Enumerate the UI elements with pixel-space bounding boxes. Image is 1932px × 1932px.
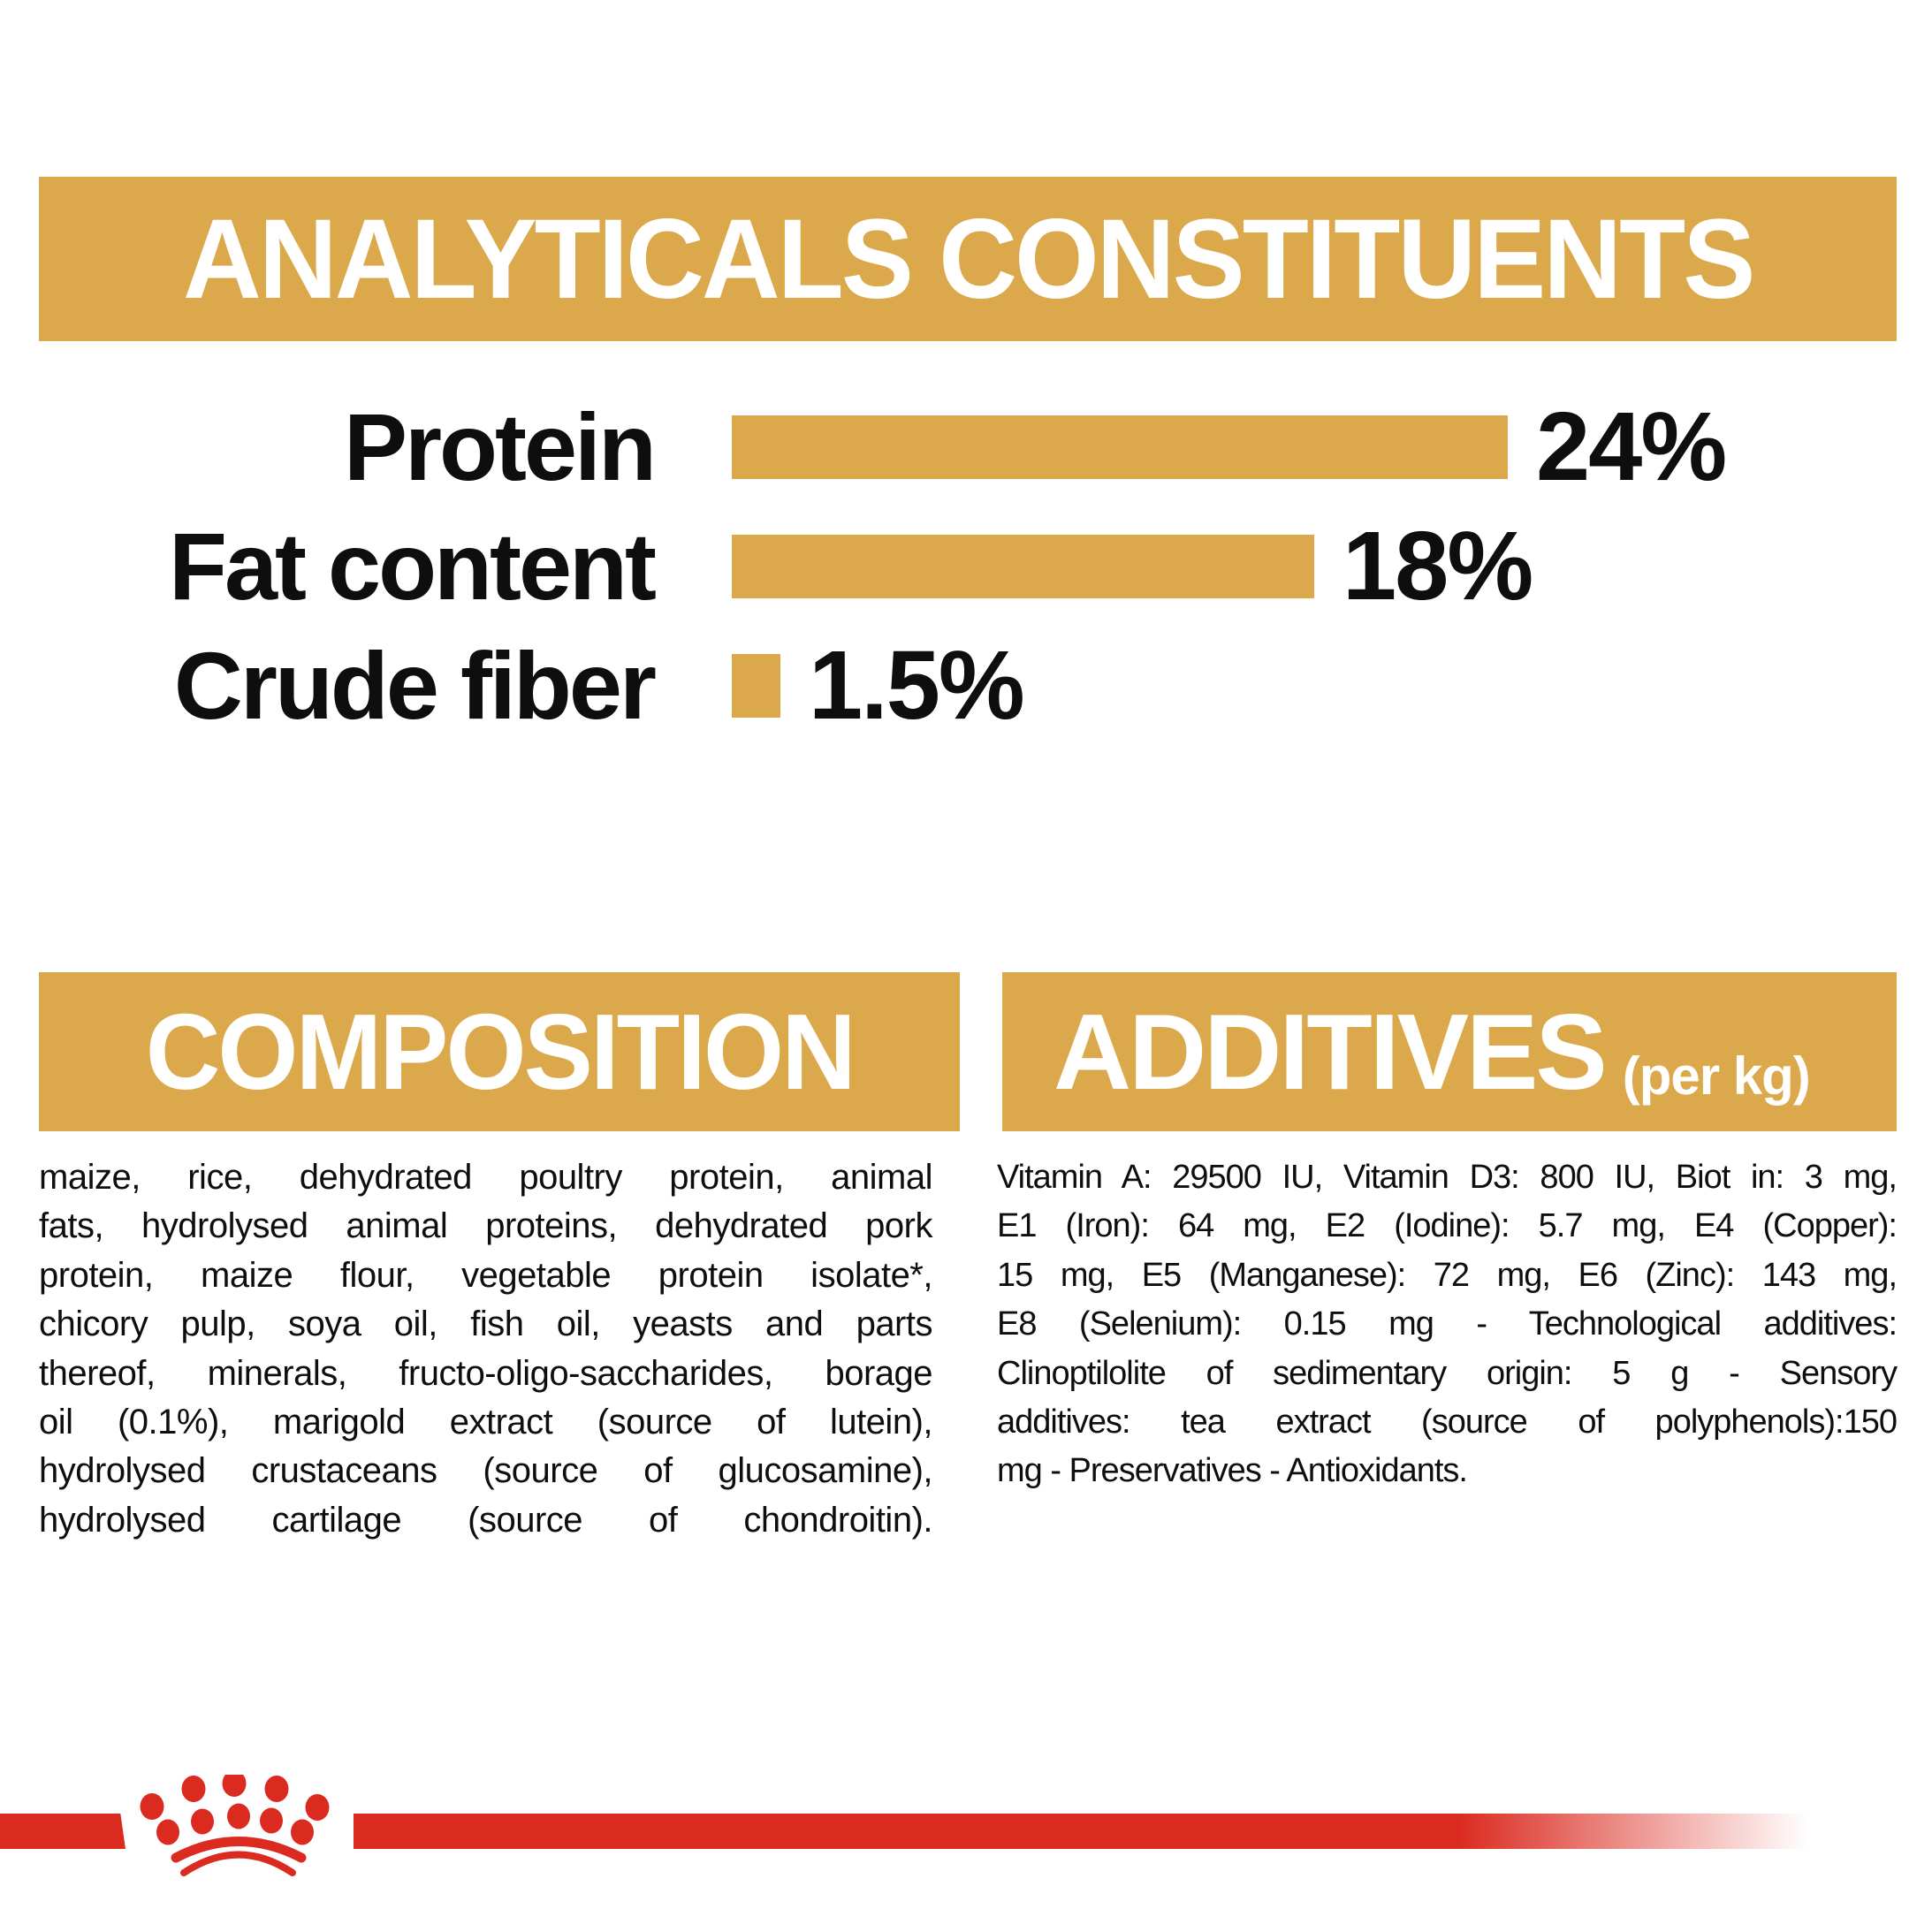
text-line: E1 (Iron): 64 mg, E2 (Iodine): 5.7 mg, E… [997, 1207, 1898, 1245]
composition-title: COMPOSITION [145, 992, 856, 1112]
composition-banner: COMPOSITION [39, 972, 960, 1131]
additives-title: ADDITIVES [1053, 992, 1608, 1112]
text-line: 15 mg, E5 (Manganese): 72 mg, E6 (Zinc):… [997, 1256, 1898, 1294]
chart-value-label: 18% [1343, 512, 1533, 620]
chart-bar [732, 415, 1508, 479]
brand-ribbon-right [354, 1814, 1808, 1849]
text-line: mg - Preservatives - Antioxidants. [997, 1452, 1468, 1490]
analyticals-constituents-banner: ANALYTICALS CONSTITUENTS [39, 177, 1897, 341]
text-line: Vitamin A: 29500 IU, Vitamin D3: 800 IU,… [997, 1159, 1898, 1196]
chart-category-label: Protein [343, 393, 657, 500]
additives-title-row: ADDITIVES (per kg) [1053, 990, 1811, 1114]
text-line: fats, hydrolysed animal proteins, dehydr… [39, 1206, 933, 1246]
text-line: thereof, minerals, fructo-oligo-sacchari… [39, 1353, 933, 1393]
chart-row-fat-content: Fat content 18% [0, 506, 1932, 626]
chart-bar [732, 653, 780, 718]
composition-text: maize, rice, dehydrated poultry protein,… [39, 1153, 933, 1545]
text-line: chicory pulp, soya oil, fish oil, yeasts… [39, 1304, 933, 1344]
royal-canin-crown-logo [140, 1775, 330, 1876]
text-line: hydrolysed crustaceans (source of glucos… [39, 1451, 933, 1491]
additives-text: Vitamin A: 29500 IU, Vitamin D3: 800 IU,… [997, 1153, 1898, 1496]
chart-row-crude-fiber: Crude fiber 1.5% [0, 626, 1932, 745]
text-line: additives: tea extract (source of polyph… [997, 1403, 1898, 1441]
chart-row-protein: Protein 24% [0, 387, 1932, 506]
additives-per-kg-label: (per kg) [1622, 1046, 1811, 1106]
chart-value-label: 1.5% [809, 631, 1025, 740]
text-line: E8 (Selenium): 0.15 mg - Technological a… [997, 1305, 1898, 1343]
chart-bar [732, 534, 1314, 598]
text-line: protein, maize flour, vegetable protein … [39, 1255, 933, 1295]
additives-banner: ADDITIVES (per kg) [1002, 972, 1897, 1131]
brand-ribbon-left [0, 1814, 126, 1849]
text-line: Clinoptilolite of sedimentary origin: 5 … [997, 1354, 1898, 1392]
text-line: oil (0.1%), marigold extract (source of … [39, 1403, 933, 1442]
chart-category-label: Crude fiber [173, 632, 657, 739]
chart-category-label: Fat content [169, 513, 657, 620]
chart-value-label: 24% [1536, 392, 1727, 501]
text-line: maize, rice, dehydrated poultry protein,… [39, 1158, 933, 1197]
analytical-constituents-chart: Protein 24% Fat content 18% Crude fiber … [0, 387, 1932, 745]
text-line: hydrolysed cartilage (source of chondroi… [39, 1500, 933, 1540]
analyticals-constituents-title: ANALYTICALS CONSTITUENTS [182, 195, 1755, 323]
